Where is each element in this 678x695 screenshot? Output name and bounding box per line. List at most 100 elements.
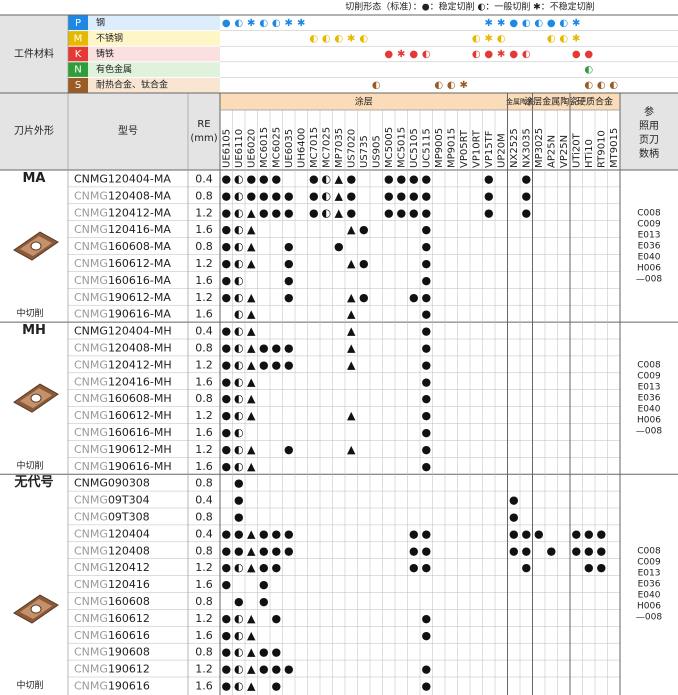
- model-suffix: 160612-MA: [108, 257, 171, 270]
- grade-mark: ●: [409, 544, 419, 557]
- model-prefix: CNMG: [74, 595, 108, 608]
- re-value: 0.8: [195, 646, 213, 659]
- grade-name: US905: [371, 135, 382, 168]
- grade-mark: ●: [259, 358, 269, 371]
- model-suffix: 120404: [108, 527, 150, 540]
- header-left-cell: [0, 93, 220, 170]
- model-suffix: 190612-MH: [108, 443, 172, 456]
- grade-mark: ●: [521, 206, 531, 219]
- material-mark: ◐: [597, 80, 606, 91]
- re-value: 0.4: [195, 494, 213, 507]
- model-suffix: 120408-MH: [108, 341, 172, 354]
- material-mark: ✱: [572, 18, 580, 29]
- grade-mark: ●: [221, 223, 231, 236]
- re-value: 0.8: [195, 477, 213, 490]
- material-mark: ◐: [422, 49, 431, 60]
- material-mark: ◐: [522, 18, 531, 29]
- grade-name: UE6105: [221, 129, 232, 168]
- re-value: 1.2: [195, 443, 213, 456]
- model-prefix: CNMG: [74, 527, 108, 540]
- grade-mark: ▲: [247, 291, 256, 304]
- material-mark: ◐: [472, 33, 481, 44]
- grade-mark: ●: [271, 646, 281, 659]
- grade-mark: ●: [546, 544, 556, 557]
- ref-page: E013: [638, 569, 661, 579]
- model-prefix: CNMG: [74, 358, 108, 371]
- material-mark: ●: [509, 49, 518, 60]
- grade-mark: ▲: [247, 392, 256, 405]
- grade-mark: ●: [421, 206, 431, 219]
- ref-page: C008: [637, 547, 661, 557]
- grade-mark: ●: [421, 409, 431, 422]
- material-code-box: [68, 15, 88, 31]
- grade-mark: ●: [271, 172, 281, 185]
- material-label-cell: [0, 15, 68, 93]
- grade-name: VP25N: [559, 135, 570, 168]
- grade-mark: ●: [234, 595, 244, 608]
- grade-mark: ◐: [234, 409, 244, 422]
- model: CNMG190616-MH: [74, 460, 172, 473]
- re-value: 0.8: [195, 189, 213, 202]
- grade-mark: ●: [421, 308, 431, 321]
- grade-mark: ●: [509, 510, 519, 523]
- model-suffix: 160612-MH: [108, 409, 172, 422]
- grade-mark: ●: [284, 358, 294, 371]
- grade-mark: ●: [409, 527, 419, 540]
- grade-mark: ●: [421, 291, 431, 304]
- ref-page: E036: [638, 242, 661, 252]
- re-value: 1.2: [195, 612, 213, 625]
- grade-mark: ●: [421, 443, 431, 456]
- model: CNMG190616-MA: [74, 308, 171, 321]
- grade-mark: ▲: [247, 612, 256, 625]
- group-label: 涂层: [355, 96, 373, 108]
- re-value: 1.6: [195, 223, 213, 236]
- material-name: 铸铁: [96, 48, 114, 60]
- material-mark: ✱: [397, 49, 405, 60]
- model: CNMG160612-MA: [74, 257, 171, 270]
- section-label: 无代号: [13, 474, 53, 490]
- ref-page: H006: [637, 264, 661, 274]
- material-mark: ◐: [522, 49, 531, 60]
- grade-mark: ◐: [234, 629, 244, 642]
- grade-mark: ●: [259, 206, 269, 219]
- ref-page: C008: [637, 361, 661, 371]
- grade-mark: ●: [584, 544, 594, 557]
- material-name: 不锈钢: [96, 32, 123, 44]
- model: CNMG090308: [74, 477, 150, 490]
- grade-name: UE6035: [284, 129, 295, 168]
- grade-mark: ●: [221, 274, 231, 287]
- ref-page: E040: [638, 591, 661, 601]
- ref-page: E036: [638, 394, 661, 404]
- re-value: 1.2: [195, 291, 213, 304]
- grade-mark: ▲: [247, 206, 256, 219]
- grade-mark: ●: [334, 240, 344, 253]
- grade-mark: ▲: [247, 257, 256, 270]
- model: CNMG09T304: [74, 494, 150, 507]
- material-mark: ✱: [572, 33, 580, 44]
- grade-mark: ●: [509, 544, 519, 557]
- grade-name: UP20M: [496, 133, 507, 168]
- grade-mark: ●: [521, 527, 531, 540]
- grade-mark: ●: [396, 189, 406, 202]
- grade-mark: ●: [234, 510, 244, 523]
- grade-mark: ●: [271, 612, 281, 625]
- model: CNMG120416-MH: [74, 375, 172, 388]
- grade-mark: ▲: [347, 341, 356, 354]
- material-mark: ◐: [372, 80, 381, 91]
- grade-name: MP9005: [434, 128, 445, 168]
- grade-mark: ●: [421, 274, 431, 287]
- material-code-box: [68, 31, 88, 46]
- material-mark: ●: [409, 49, 418, 60]
- model-prefix: CNMG: [74, 561, 108, 574]
- material-mark: ●: [222, 18, 231, 29]
- grade-mark: ●: [259, 341, 269, 354]
- grade-mark: ●: [221, 325, 231, 338]
- material-mark: ●: [584, 49, 593, 60]
- model-suffix: 120412: [108, 561, 150, 574]
- model: CNMG120404-MA: [74, 172, 171, 185]
- material-mark: ◐: [234, 18, 243, 29]
- grade-name: MC5015: [396, 127, 407, 168]
- ref-page: —008: [636, 275, 662, 285]
- grade-mark: ●: [284, 291, 294, 304]
- model-suffix: 120416-MA: [108, 223, 171, 236]
